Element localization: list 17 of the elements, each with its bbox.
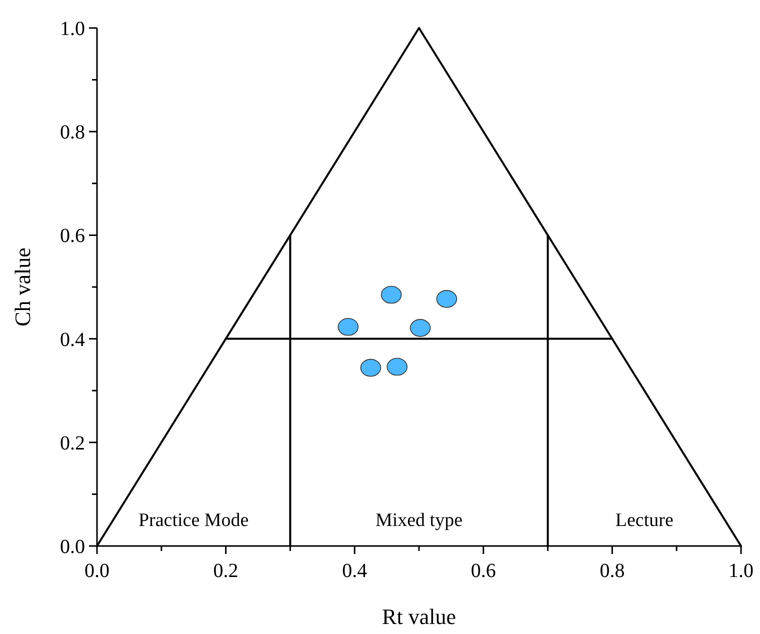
x-tick-label: 0.4 [342,560,368,582]
y-axis-title: Ch value [10,248,35,326]
y-tick-label: 0.0 [60,536,85,558]
y-tick-label: 0.8 [60,122,85,144]
annotation: Mixed type [375,510,463,531]
x-tick-label: 0.8 [600,560,625,582]
x-tick-label: 0.6 [470,560,496,582]
x-tick-label: 0.2 [213,560,238,582]
x-axis-title: Rt value [382,604,456,629]
annotation: Practice Mode [138,510,249,531]
y-tick-label: 0.4 [60,328,85,351]
y-tick-label: 0.6 [60,225,85,248]
annotation: Lecture [615,510,674,531]
x-tick-label: 1.0 [728,560,754,582]
x-tick-label: 0.0 [84,560,110,582]
y-tick-label: 0.2 [60,432,85,454]
y-tick-label: 1.0 [60,18,85,40]
